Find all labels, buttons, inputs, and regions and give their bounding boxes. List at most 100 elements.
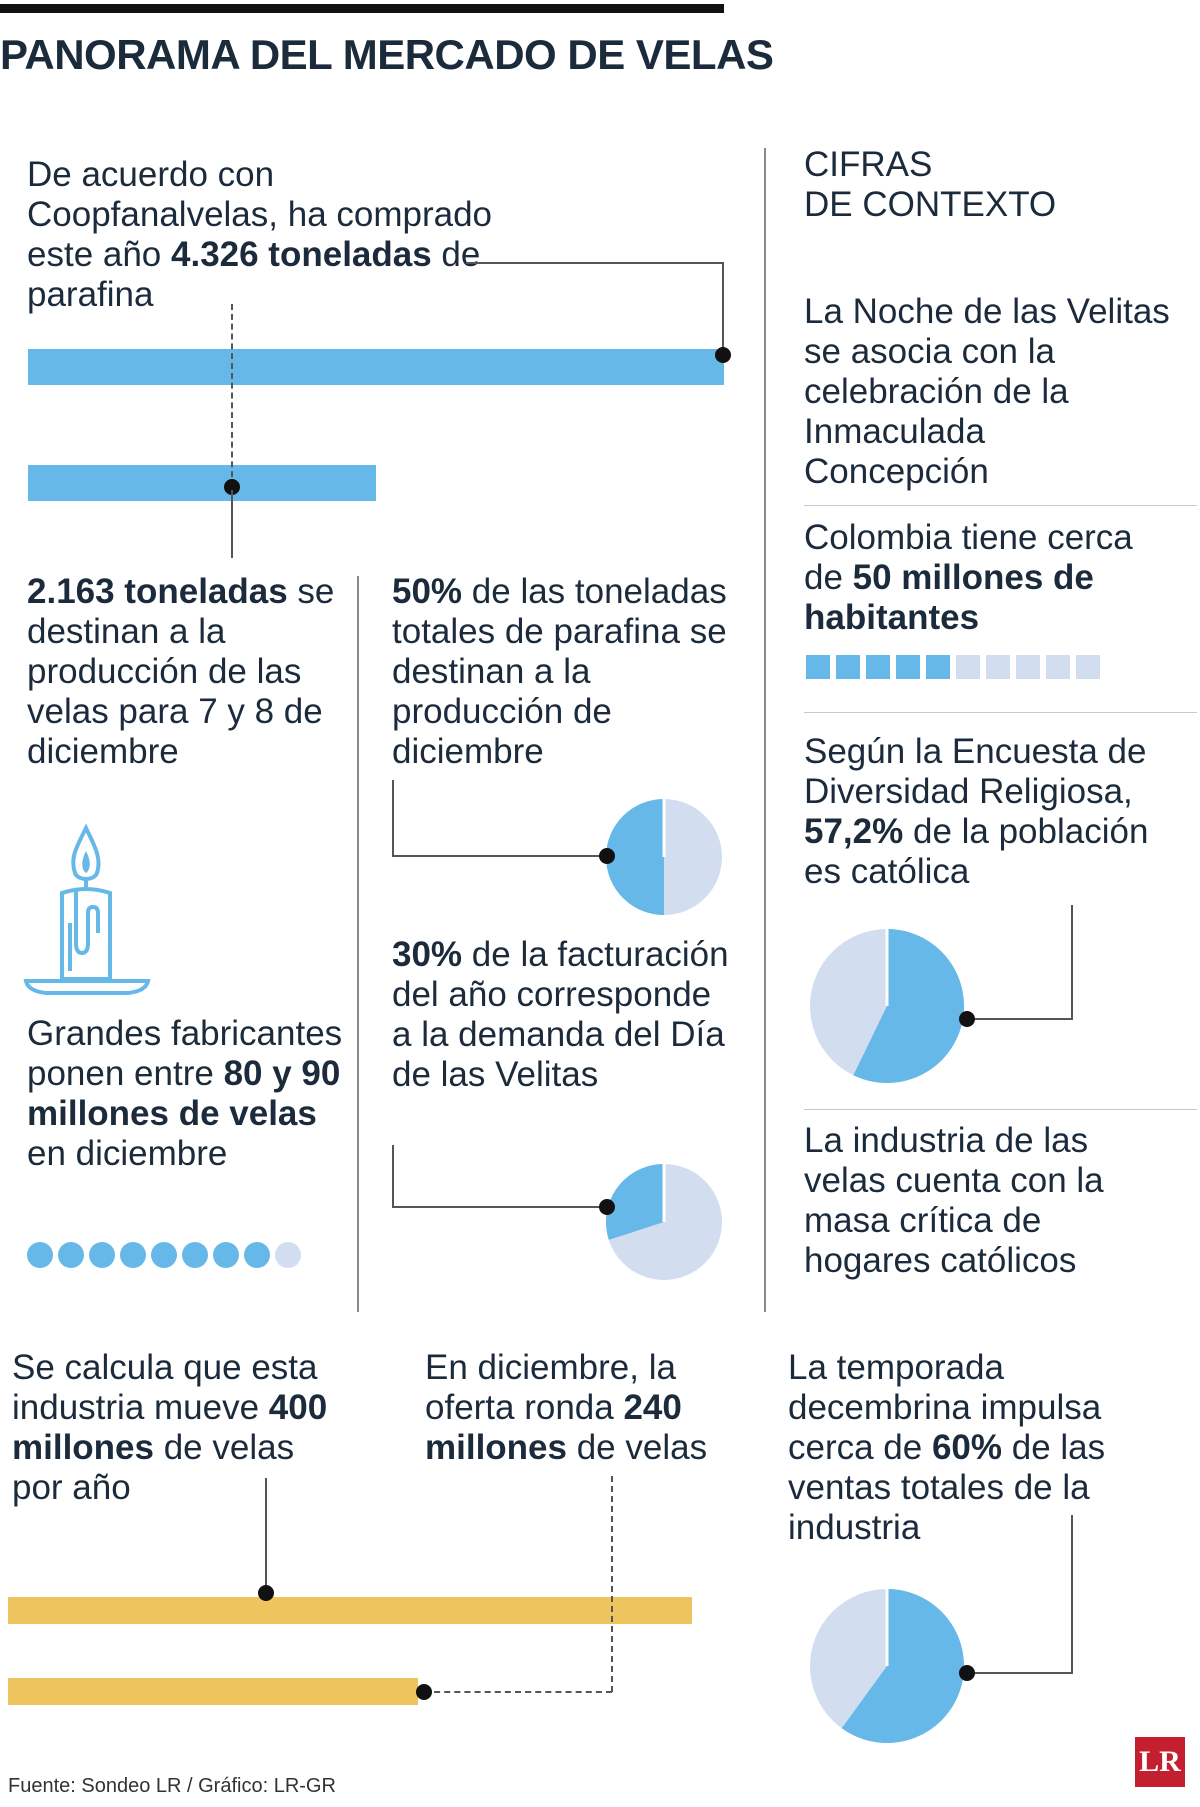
context-divider-3 [804, 1109, 1197, 1110]
pictogram-circle [182, 1242, 208, 1268]
pie-30-slice-main [606, 1164, 664, 1240]
pictogram-circle [275, 1242, 301, 1268]
offer-dash-v [611, 1476, 613, 1692]
context-heading-line1: CIFRAS [804, 145, 933, 184]
separator-right [764, 148, 766, 1312]
paraffin-leader-v [722, 262, 724, 354]
paraffin-dec-dot [224, 479, 240, 495]
season-leader-v [1071, 1515, 1073, 1673]
lr-logo: LR [1135, 1737, 1185, 1787]
religion-leader-v [1071, 905, 1073, 1019]
share-50-post: de las toneladas totales de parafina se … [392, 572, 727, 771]
pictogram-square [836, 655, 860, 679]
pie-57-slice-main [853, 929, 964, 1083]
pictogram-circle [58, 1242, 84, 1268]
share-30-leader-v [392, 1145, 394, 1207]
paraffin-total-dot [715, 347, 731, 363]
share-30-dot [599, 1199, 615, 1215]
religion-leader-h [968, 1018, 1073, 1020]
pictogram-square [1076, 655, 1100, 679]
offer-bold: 240 millones [425, 1388, 682, 1467]
share-30-bold: 30% [392, 935, 463, 974]
annual-pre: Se calcula que esta industria mueve [12, 1348, 318, 1427]
season-sales-text: La temporada decembrina impulsa cerca de… [788, 1348, 1128, 1548]
religion-pre: Según la Encuesta de Diversidad Religios… [804, 732, 1147, 811]
source-credit: Fuente: Sondeo LR / Gráfico: LR-GR [8, 1775, 336, 1797]
pictogram-square [986, 655, 1010, 679]
annual-candles-text: Se calcula que esta industria mueve 400 … [12, 1348, 342, 1508]
manufacturers-post: en diciembre [27, 1134, 228, 1173]
pictogram-square [1016, 655, 1040, 679]
share-30-text: 30% de la facturación del año correspond… [392, 935, 732, 1095]
share-30-post: de la facturación del año corresponde a … [392, 935, 729, 1094]
candle-icon [23, 823, 151, 995]
paraffin-text-pre: De acuerdo con Coopfanalvelas, ha compra… [27, 155, 493, 274]
pictogram-circle [120, 1242, 146, 1268]
context-divider-1 [804, 505, 1197, 506]
season-post: de las ventas totales de la industria [788, 1428, 1106, 1547]
page-title: PANORAMA DEL MERCADO DE VELAS [0, 31, 774, 78]
bar-paraffin-total [28, 349, 724, 385]
offer-post: de velas [566, 1428, 708, 1467]
manufacturers-pre: Grandes fabricantes ponen entre [27, 1014, 343, 1093]
annual-bold: 400 millones [12, 1388, 328, 1467]
annual-dot [258, 1585, 274, 1601]
paraffin-dec-leader [231, 490, 233, 558]
paraffin-text-post: de parafina [27, 235, 481, 314]
pie-60-slice-main [841, 1589, 964, 1743]
share-50-leader-h [392, 855, 607, 857]
religion-bold: 57,2% [804, 812, 904, 851]
annual-leader [265, 1478, 267, 1593]
pie-chart-50 [606, 799, 722, 915]
manufacturers-bold: 80 y 90 millones de velas [27, 1054, 341, 1133]
december-tonnes-bold: 2.163 toneladas [27, 572, 288, 611]
population-pre: Colombia tiene cerca de [804, 518, 1133, 597]
pictogram-square [806, 655, 830, 679]
pictogram-square [1046, 655, 1070, 679]
pictogram-square [866, 655, 890, 679]
pictogram-square [956, 655, 980, 679]
paraffin-leader-h [466, 262, 724, 264]
pie-chart-30 [606, 1164, 722, 1280]
population-bold: 50 millones de habitantes [804, 558, 1094, 637]
share-50-bold: 50% [392, 572, 463, 611]
share-30-leader-h [392, 1206, 607, 1208]
religion-dot [959, 1011, 975, 1027]
offer-dash-h [424, 1691, 612, 1693]
offer-pre: En diciembre, la oferta ronda [425, 1348, 676, 1427]
pictogram-circle [151, 1242, 177, 1268]
pie-chart-60 [810, 1589, 964, 1743]
manufacturers-text: Grandes fabricantes ponen entre 80 y 90 … [27, 1014, 357, 1174]
pie-chart-57 [810, 929, 964, 1083]
pictogram-circle [244, 1242, 270, 1268]
pictogram-circle [27, 1242, 53, 1268]
season-pre: La temporada decembrina impulsa cerca de [788, 1348, 1102, 1467]
season-leader-h [968, 1672, 1073, 1674]
bar-paraffin-december [28, 465, 376, 501]
context-velitas: La Noche de las Velitas se asocia con la… [804, 292, 1170, 491]
december-offer-text: En diciembre, la oferta ronda 240 millon… [425, 1348, 725, 1468]
context-religion: Según la Encuesta de Diversidad Religios… [804, 732, 1174, 892]
december-tonnes-text: 2.163 toneladas se destinan a la producc… [27, 572, 337, 772]
offer-dot [416, 1684, 432, 1700]
pictogram-circle [213, 1242, 239, 1268]
share-50-dot [599, 848, 615, 864]
share-50-text: 50% de las toneladas totales de parafina… [392, 572, 732, 772]
pictogram-square [896, 655, 920, 679]
context-population: Colombia tiene cerca de 50 millones de h… [804, 518, 1174, 638]
annual-post: de velas por año [12, 1428, 295, 1507]
paraffin-text: De acuerdo con Coopfanalvelas, ha compra… [27, 155, 507, 315]
context-industry: La industria de las velas cuenta con la … [804, 1121, 1104, 1280]
bar-december-offer [8, 1678, 419, 1705]
context-heading: CIFRAS DE CONTEXTO [804, 145, 1184, 225]
title-rule [0, 4, 724, 13]
religion-post: de la población es católica [804, 812, 1149, 891]
season-bold: 60% [931, 1428, 1003, 1467]
december-tonnes-post: se destinan a la producción de las velas… [27, 572, 335, 771]
share-50-leader-v [392, 780, 394, 857]
season-dot [959, 1665, 975, 1681]
pictogram-square [926, 655, 950, 679]
bar-annual-candles [8, 1597, 692, 1624]
paraffin-text-bold: 4.326 toneladas [171, 235, 432, 274]
context-heading-line2: DE CONTEXTO [804, 185, 1057, 224]
